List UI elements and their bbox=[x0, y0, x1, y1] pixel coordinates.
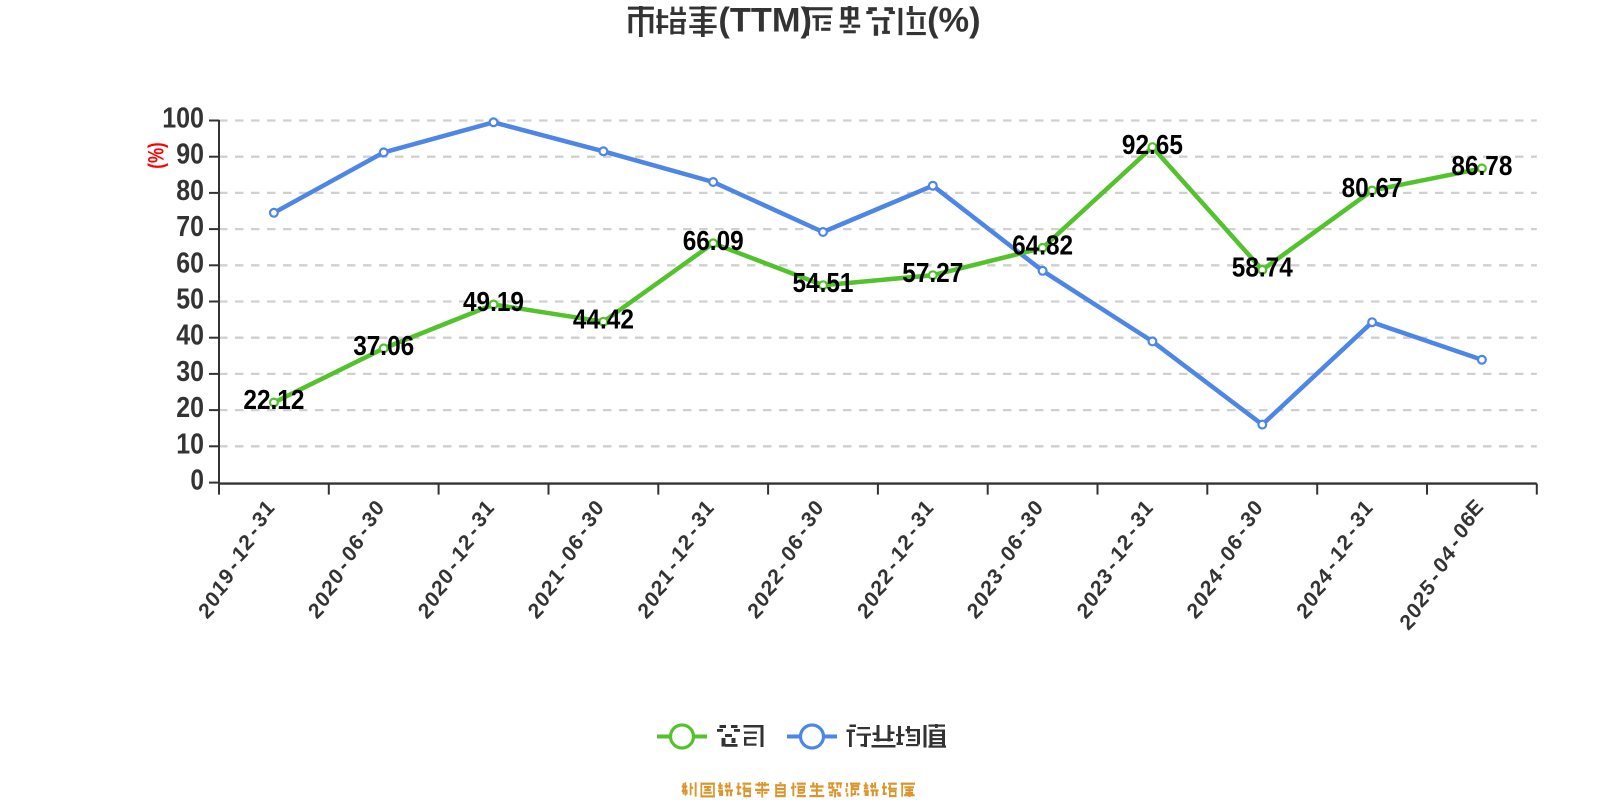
svg-text:37.06: 37.06 bbox=[353, 330, 414, 361]
svg-text:20: 20 bbox=[176, 392, 204, 424]
svg-text:40: 40 bbox=[176, 320, 204, 352]
svg-text:54.51: 54.51 bbox=[793, 267, 854, 298]
svg-text:30: 30 bbox=[176, 356, 204, 388]
svg-text:10: 10 bbox=[176, 428, 204, 460]
svg-text:0: 0 bbox=[190, 465, 204, 497]
svg-text:90: 90 bbox=[176, 139, 204, 171]
svg-text:44.42: 44.42 bbox=[573, 303, 634, 334]
svg-text:70: 70 bbox=[176, 211, 204, 243]
svg-text:100: 100 bbox=[162, 103, 204, 135]
svg-text:80.67: 80.67 bbox=[1342, 172, 1403, 203]
svg-text:66.09: 66.09 bbox=[683, 225, 744, 256]
svg-text:60: 60 bbox=[176, 247, 204, 279]
svg-text:80: 80 bbox=[176, 175, 204, 207]
svg-text:49.19: 49.19 bbox=[463, 286, 524, 317]
svg-text:22.12: 22.12 bbox=[243, 384, 304, 415]
svg-text:(%): (%) bbox=[144, 142, 169, 168]
svg-text:64.82: 64.82 bbox=[1012, 230, 1073, 261]
svg-text:57.27: 57.27 bbox=[902, 257, 963, 288]
svg-text:86.78: 86.78 bbox=[1451, 150, 1512, 181]
svg-text:92.65: 92.65 bbox=[1122, 129, 1183, 160]
svg-text:(%): (%) bbox=[927, 1, 980, 39]
svg-text:(TTM): (TTM) bbox=[718, 1, 812, 39]
svg-text:58.74: 58.74 bbox=[1232, 252, 1294, 283]
svg-text:50: 50 bbox=[176, 284, 204, 316]
